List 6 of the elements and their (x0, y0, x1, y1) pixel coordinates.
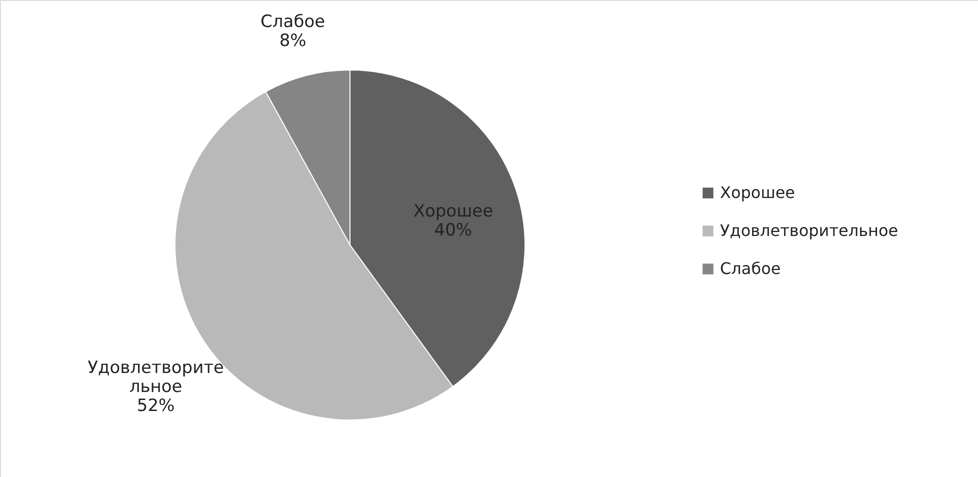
legend-label: Удовлетворительное (720, 221, 898, 240)
legend-label: Хорошее (720, 183, 796, 202)
legend-label: Слабое (720, 259, 781, 278)
data-label: Удовлетворите льное 52% (88, 358, 224, 416)
data-label: Хорошее 40% (413, 201, 494, 240)
data-label: Слабое 8% (260, 12, 326, 52)
